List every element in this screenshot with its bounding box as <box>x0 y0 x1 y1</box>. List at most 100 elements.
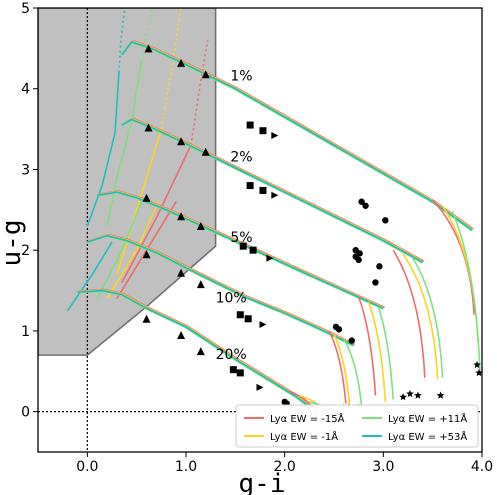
square-marker <box>239 242 247 250</box>
track-line <box>97 191 384 310</box>
plot-area: 1% 2% 5% 10% 20% <box>37 7 483 453</box>
arrow-marker <box>271 191 279 199</box>
star-marker <box>414 391 422 399</box>
track-tail <box>441 205 479 344</box>
square-marker <box>229 366 237 374</box>
series-line <box>118 8 126 73</box>
legend-label: Lyα EW = +11Å <box>388 412 467 425</box>
x-tick-label: 3.0 <box>372 459 394 475</box>
track-group <box>120 39 482 377</box>
shaded-region <box>38 8 217 356</box>
series-line <box>190 40 209 146</box>
x-axis-label: g-i <box>239 469 286 495</box>
arrow-marker <box>266 254 274 262</box>
circle-marker <box>372 279 379 286</box>
star-marker <box>473 360 481 369</box>
arrow-marker <box>259 320 267 328</box>
track-tail <box>367 301 387 402</box>
star-marker <box>436 391 445 399</box>
circle-marker <box>358 198 365 205</box>
series-line <box>140 8 154 61</box>
circle-marker <box>362 202 369 209</box>
series-line <box>96 201 143 299</box>
series-line <box>160 8 182 130</box>
square-marker <box>244 315 252 323</box>
axis-ticks: 0.0 1.0 2.0 3.0 4.0 0 1 2 3 4 5 <box>21 1 493 475</box>
triangle-marker <box>196 280 205 289</box>
triangle-marker <box>177 137 186 146</box>
track-line <box>87 234 355 347</box>
track-tail <box>402 253 439 380</box>
triangle-marker <box>196 221 205 230</box>
circle-marker <box>376 263 383 270</box>
legend-label: Lyα EW = -15Å <box>270 412 345 425</box>
track-group <box>120 117 445 401</box>
x-tick-label: 0.0 <box>76 459 98 475</box>
square-marker <box>236 311 244 319</box>
circle-marker <box>348 337 355 344</box>
legend-label: Lyα EW = +53Å <box>388 430 467 443</box>
track-tail <box>412 257 444 378</box>
triangle-marker <box>144 44 153 53</box>
square-marker <box>246 121 254 129</box>
y-tick-label: 5 <box>21 1 30 17</box>
track-tail <box>432 199 475 315</box>
triangle-marker <box>201 70 210 79</box>
track-tail <box>343 338 363 408</box>
series-line <box>121 144 192 283</box>
track-tail <box>357 296 377 396</box>
y-axis-label: u-g <box>0 220 27 267</box>
series-line <box>116 128 163 275</box>
track-tail <box>328 330 347 404</box>
circle-marker <box>335 326 343 333</box>
triangle-marker <box>196 347 205 356</box>
track-label: 5% <box>230 230 252 246</box>
track-tail <box>377 306 394 400</box>
arrow-marker <box>256 383 264 391</box>
x-tick-label: 1.0 <box>175 459 197 475</box>
track-group <box>96 190 394 414</box>
triangle-marker <box>177 212 186 221</box>
circle-marker <box>355 256 362 264</box>
triangle-marker <box>177 268 186 277</box>
plot-frame <box>37 7 483 453</box>
track-label: 1% <box>230 69 252 85</box>
square-marker <box>249 246 257 254</box>
circle-marker <box>382 217 389 224</box>
track-label: 10% <box>216 291 247 307</box>
square-marker <box>259 127 267 135</box>
star-marker <box>399 393 407 401</box>
square-marker <box>246 182 254 190</box>
x-tick-label: 4.0 <box>471 459 493 475</box>
y-tick-label: 0 <box>21 405 30 421</box>
legend-label: Lyα EW = -1Å <box>270 430 338 443</box>
plot-clip-group <box>38 8 482 452</box>
triangle-marker <box>177 330 186 339</box>
legend: Lyα EW = -15Å Lyα EW = +11Å Lyα EW = -1Å Ly… <box>235 404 479 448</box>
track-line <box>121 118 424 264</box>
star-marker <box>475 368 482 377</box>
y-tick-label: 2 <box>21 243 30 259</box>
triangle-marker <box>142 314 151 323</box>
legend-box <box>235 404 479 448</box>
y-tick-label: 4 <box>21 82 30 98</box>
arrow-marker <box>271 132 279 140</box>
track-group <box>86 233 363 411</box>
track-label: 2% <box>230 149 252 165</box>
triangle-marker <box>144 123 153 132</box>
triangle-marker <box>142 250 151 259</box>
square-marker <box>236 369 244 377</box>
triangle-marker <box>177 58 186 67</box>
square-marker <box>259 186 267 194</box>
x-tick-label: 2.0 <box>274 459 296 475</box>
track-tail <box>392 249 426 378</box>
track-line <box>77 289 315 411</box>
series-line <box>106 60 143 227</box>
triangle-marker <box>142 193 151 202</box>
series-line <box>86 72 120 227</box>
y-tick-label: 3 <box>21 162 30 178</box>
track-line <box>121 40 473 231</box>
track-tail <box>333 333 351 408</box>
track-tail <box>451 211 481 373</box>
